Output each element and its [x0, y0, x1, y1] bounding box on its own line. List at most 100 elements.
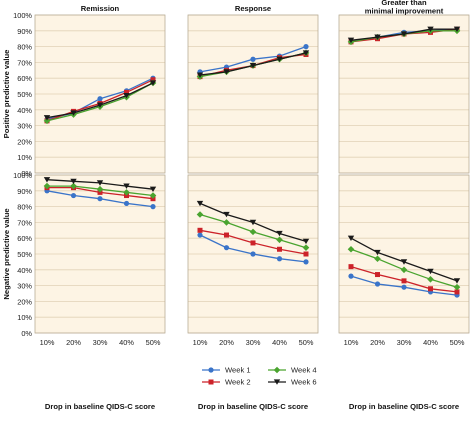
- panel-positive-greater-week-6-point: [453, 26, 461, 33]
- panel-negative-greater-week-6-point: [453, 278, 461, 284]
- panel-negative-greater-week-6-point: [427, 268, 434, 275]
- legend-week-4-label: Week 4: [291, 366, 317, 375]
- panel-negative-remission-week-6-point: [123, 183, 130, 189]
- y-tick-label: 20%: [17, 137, 32, 146]
- panel-negative-response-week-2-point: [224, 232, 229, 238]
- legend-week-2-marker: [208, 379, 214, 385]
- panel-positive-greater-frame: [338, 14, 470, 174]
- legend-week-6-label: Week 6: [291, 378, 317, 387]
- panel-negative-response-week-4-point: [196, 211, 204, 218]
- x-tick-label: 40%: [119, 338, 134, 347]
- panel-positive-remission-week-1-point: [97, 96, 103, 102]
- panel-negative-response-week-1-point: [276, 256, 283, 262]
- legend-week-1-label: Week 1: [225, 366, 251, 375]
- panel-negative-greater-week-1-point: [401, 284, 407, 290]
- panel-negative-remission-week-6-point: [96, 180, 104, 186]
- panel-positive-greater-week-6-point: [427, 26, 434, 33]
- panel-negative-greater-week-2-point: [454, 289, 460, 295]
- x-tick-label: 10%: [344, 338, 359, 347]
- panel-negative-greater-week-2-point: [428, 286, 433, 292]
- panel-negative-response-week-6-point: [302, 238, 310, 245]
- x-tick-label: 50%: [299, 338, 314, 347]
- panel-positive-remission-week-6-point: [96, 102, 104, 108]
- panel-positive-remission-week-2-point: [124, 89, 129, 95]
- panel-negative-remission-week-4-point: [96, 185, 104, 193]
- x-tick-label: 10%: [193, 338, 208, 347]
- panel-positive-response-week-6-point: [223, 69, 230, 75]
- panel-negative-response-week-6-point: [276, 230, 283, 237]
- x-tick-label: 30%: [397, 338, 412, 347]
- panel-negative-remission-week-6-point: [70, 178, 77, 185]
- y-tick-label: 90%: [17, 187, 32, 196]
- y-tick-label: 60%: [17, 74, 32, 83]
- panel-negative-response-week-1-point: [303, 259, 309, 265]
- panel-negative-remission-week-4-point: [43, 182, 51, 190]
- panel-negative-remission-week-1-point: [70, 192, 77, 199]
- panel-negative-response-week-1-point: [250, 251, 256, 257]
- panel-positive-response-week-6-point: [196, 72, 204, 78]
- x-axis-label: Drop in baseline QIDS-C score: [45, 402, 155, 411]
- panel-positive-remission-week-6-point: [70, 110, 77, 116]
- panel-negative-response-week-2-point: [277, 246, 282, 252]
- y-tick-label: 10%: [17, 153, 32, 162]
- panel-negative-greater-week-6-point: [347, 235, 355, 241]
- panel-negative-remission-week-1-point: [150, 204, 156, 210]
- panel-negative-response-week-6-point: [196, 200, 204, 207]
- y-tick-label: 50%: [17, 250, 32, 259]
- panel-negative-remission-week-6-point: [149, 186, 157, 193]
- panel-positive-response-week-6-point: [249, 62, 257, 69]
- panel-negative-greater-week-1-point: [348, 273, 354, 279]
- x-axis-label: Drop in baseline QIDS-C score: [349, 402, 459, 411]
- panel-negative-greater-week-4-point: [453, 283, 461, 291]
- panel-positive-response-frame: [187, 14, 319, 174]
- panel-negative-greater-week-1-point: [374, 281, 381, 287]
- panel-negative-response-week-6-point: [249, 219, 257, 226]
- panel-negative-response-week-6-point: [223, 211, 230, 218]
- x-tick-label: 40%: [423, 338, 438, 347]
- row-label: Positive predictive value: [2, 50, 11, 139]
- y-tick-label: 70%: [17, 218, 32, 227]
- panel-negative-response-week-2-point: [197, 227, 203, 233]
- y-tick-label: 0%: [21, 329, 32, 338]
- panel-positive-response-week-6-point: [302, 50, 310, 56]
- panel-negative-remission-frame: [34, 174, 166, 334]
- y-tick-label: 80%: [17, 203, 32, 212]
- panel-positive-response-week-1-point: [303, 44, 309, 50]
- panel-negative-response-week-1-point: [223, 245, 230, 251]
- y-tick-label: 70%: [17, 58, 32, 67]
- panel-negative-greater-week-2-point: [375, 272, 380, 278]
- panel-negative-greater-week-4-point: [427, 275, 434, 283]
- y-tick-label: 30%: [17, 122, 32, 131]
- panel-negative-remission-week-1-point: [97, 196, 103, 202]
- panel-positive-response-week-6-point: [276, 56, 283, 63]
- x-tick-label: 50%: [146, 338, 161, 347]
- panel-negative-remission-week-6-point: [43, 177, 51, 183]
- y-tick-label: 60%: [17, 234, 32, 243]
- x-tick-label: 30%: [246, 338, 261, 347]
- legend-week-6-marker: [273, 379, 281, 385]
- panel-positive-greater-week-6-point: [347, 37, 355, 44]
- panel-negative-greater-week-2-point: [348, 264, 354, 270]
- panel-negative-response-week-4-point: [223, 219, 230, 226]
- panel-positive-response-week-1-point: [250, 56, 256, 62]
- y-tick-label: 30%: [17, 282, 32, 291]
- y-tick-label: 0%: [21, 169, 32, 178]
- y-tick-label: 90%: [17, 27, 32, 36]
- row-label: Negative predictive value: [2, 208, 11, 299]
- x-axis-label: Drop in baseline QIDS-C score: [198, 402, 308, 411]
- panel-negative-greater-week-6-point: [400, 259, 408, 265]
- panel-negative-remission-week-4-point: [149, 192, 157, 199]
- y-tick-label: 40%: [17, 266, 32, 275]
- panel-negative-response-frame: [187, 174, 319, 334]
- panel-positive-remission-frame: [34, 14, 166, 174]
- y-tick-label: 80%: [17, 43, 32, 52]
- x-tick-label: 20%: [219, 338, 234, 347]
- panel-negative-remission-week-4-point: [70, 182, 77, 190]
- x-tick-label: 40%: [272, 338, 287, 347]
- panel-negative-response-week-2-point: [250, 240, 256, 246]
- panel-negative-greater-week-4-point: [400, 266, 408, 274]
- x-tick-label: 50%: [450, 338, 465, 347]
- column-title: Greater than: [381, 0, 427, 7]
